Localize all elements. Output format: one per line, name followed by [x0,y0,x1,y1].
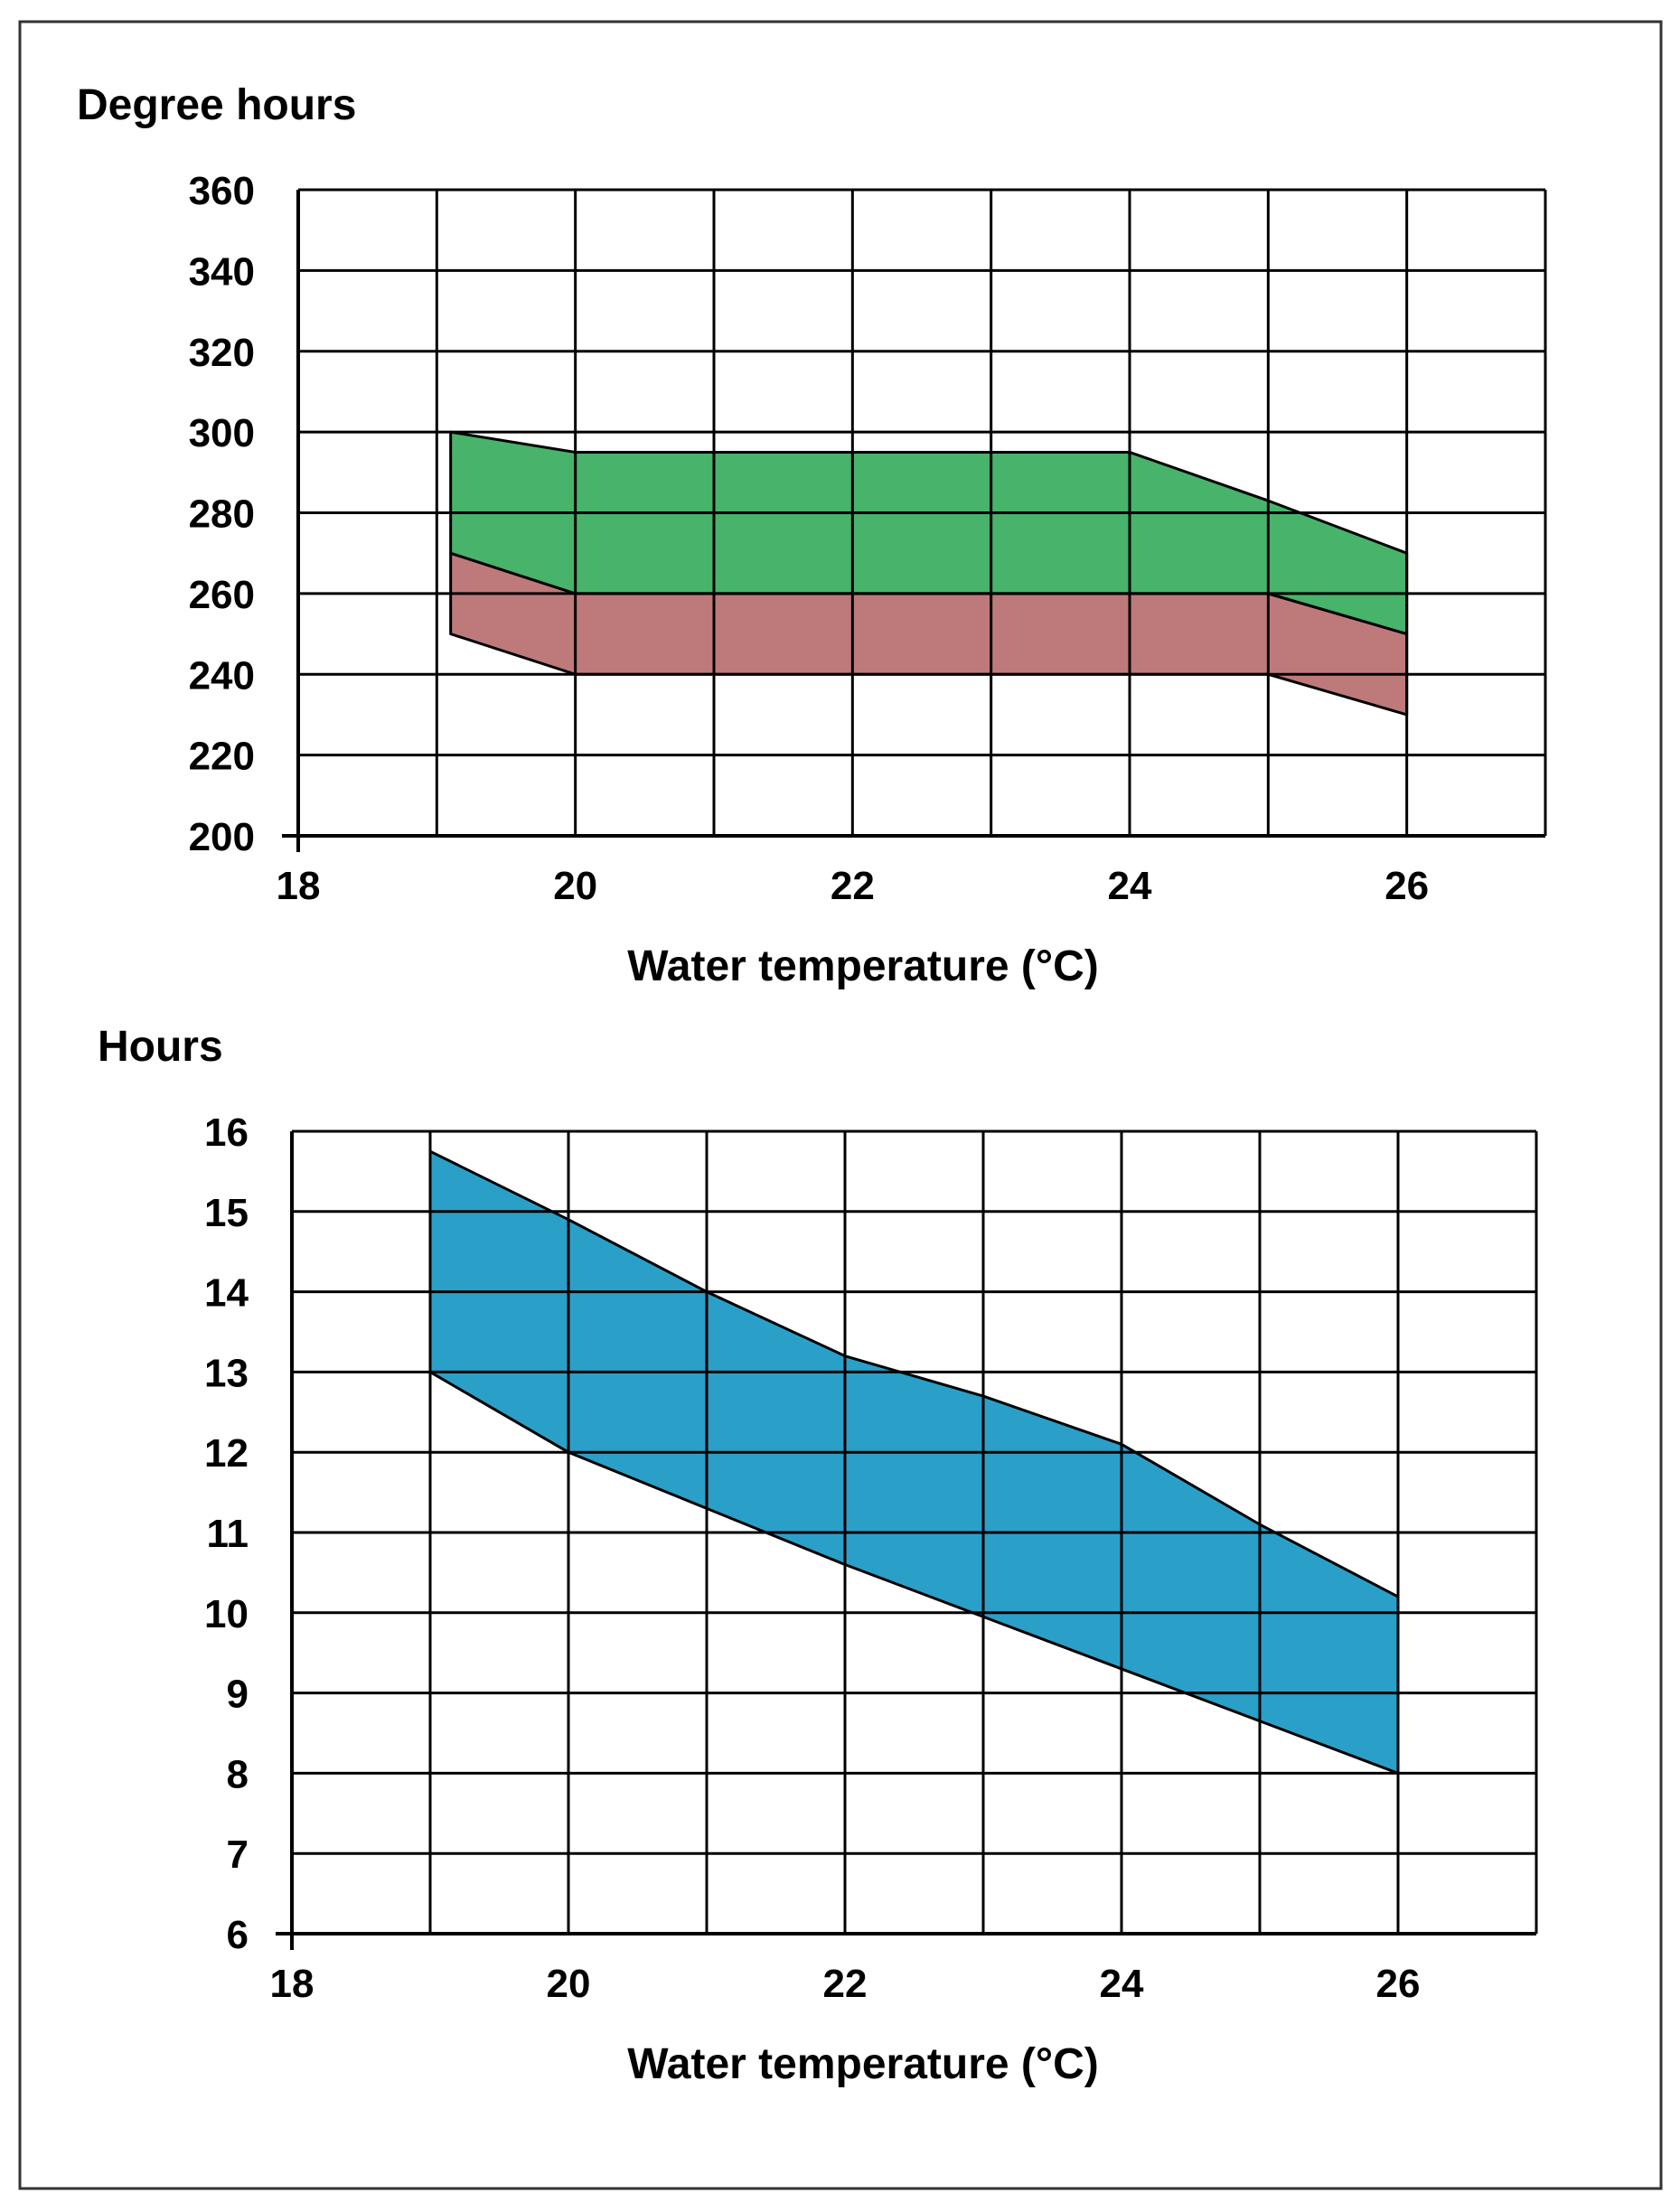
degree-hours-xtick-label: 20 [553,864,597,908]
hours-band-0 [428,1149,1400,1775]
hours-xtick-label: 22 [823,1962,868,2006]
hours-xtick-label: 26 [1376,1962,1421,2006]
degree-hours-xtick-label: 24 [1108,864,1152,908]
degree-hours-ytick-label: 360 [189,169,255,213]
hours-ytick-label: 9 [227,1673,249,1717]
degree-hours-ytick-label: 300 [189,411,255,455]
hours-ytick-label: 16 [204,1111,249,1155]
hours-chart: 6 7 8 9 10 11 12 13 14 15 16 18 20 22 24 26 Hours Water t… [98,1023,1538,2088]
degree-hours-y-axis-title: Degree hours [77,81,356,129]
hours-y-axis-title: Hours [98,1023,223,1071]
degree-hours-ytick-label: 320 [189,331,255,375]
degree-hours-ytick-label: 260 [189,573,255,617]
degree-hours-ytick-label: 280 [189,492,255,537]
hours-xtick-label: 20 [547,1962,591,2006]
hours-xtick-label: 18 [270,1962,314,2006]
hours-ytick-label: 13 [204,1351,249,1395]
hours-x-axis-title: Water temperature (°C) [627,2040,1099,2088]
degree-hours-chart: 200 220 240 260 280 300 320 340 360 18 20 22 24 26 Deg… [77,81,1547,990]
hours-ytick-label: 11 [206,1512,249,1556]
degree-hours-xtick-label: 22 [831,864,875,908]
hours-ytick-label: 7 [227,1832,249,1877]
degree-hours-ytick-label: 340 [189,249,255,294]
hours-ytick-label: 8 [227,1752,249,1796]
degree-hours-xtick-label: 26 [1384,864,1429,908]
degree-hours-x-axis-title: Water temperature (°C) [627,942,1099,990]
degree-hours-ytick-label: 240 [189,653,255,698]
hours-xtick-label: 24 [1100,1962,1144,2006]
degree-hours-ytick-label: 200 [189,815,255,859]
hours-ytick-label: 12 [204,1431,249,1476]
figure-frame [18,20,1663,2190]
hours-ytick-label: 10 [204,1592,249,1636]
degree-hours-ytick-label: 220 [189,735,255,779]
hours-ytick-label: 15 [204,1191,249,1235]
hours-ytick-label: 6 [227,1913,249,1957]
hours-ytick-label: 14 [204,1271,249,1316]
degree-hours-xtick-label: 18 [277,864,321,908]
